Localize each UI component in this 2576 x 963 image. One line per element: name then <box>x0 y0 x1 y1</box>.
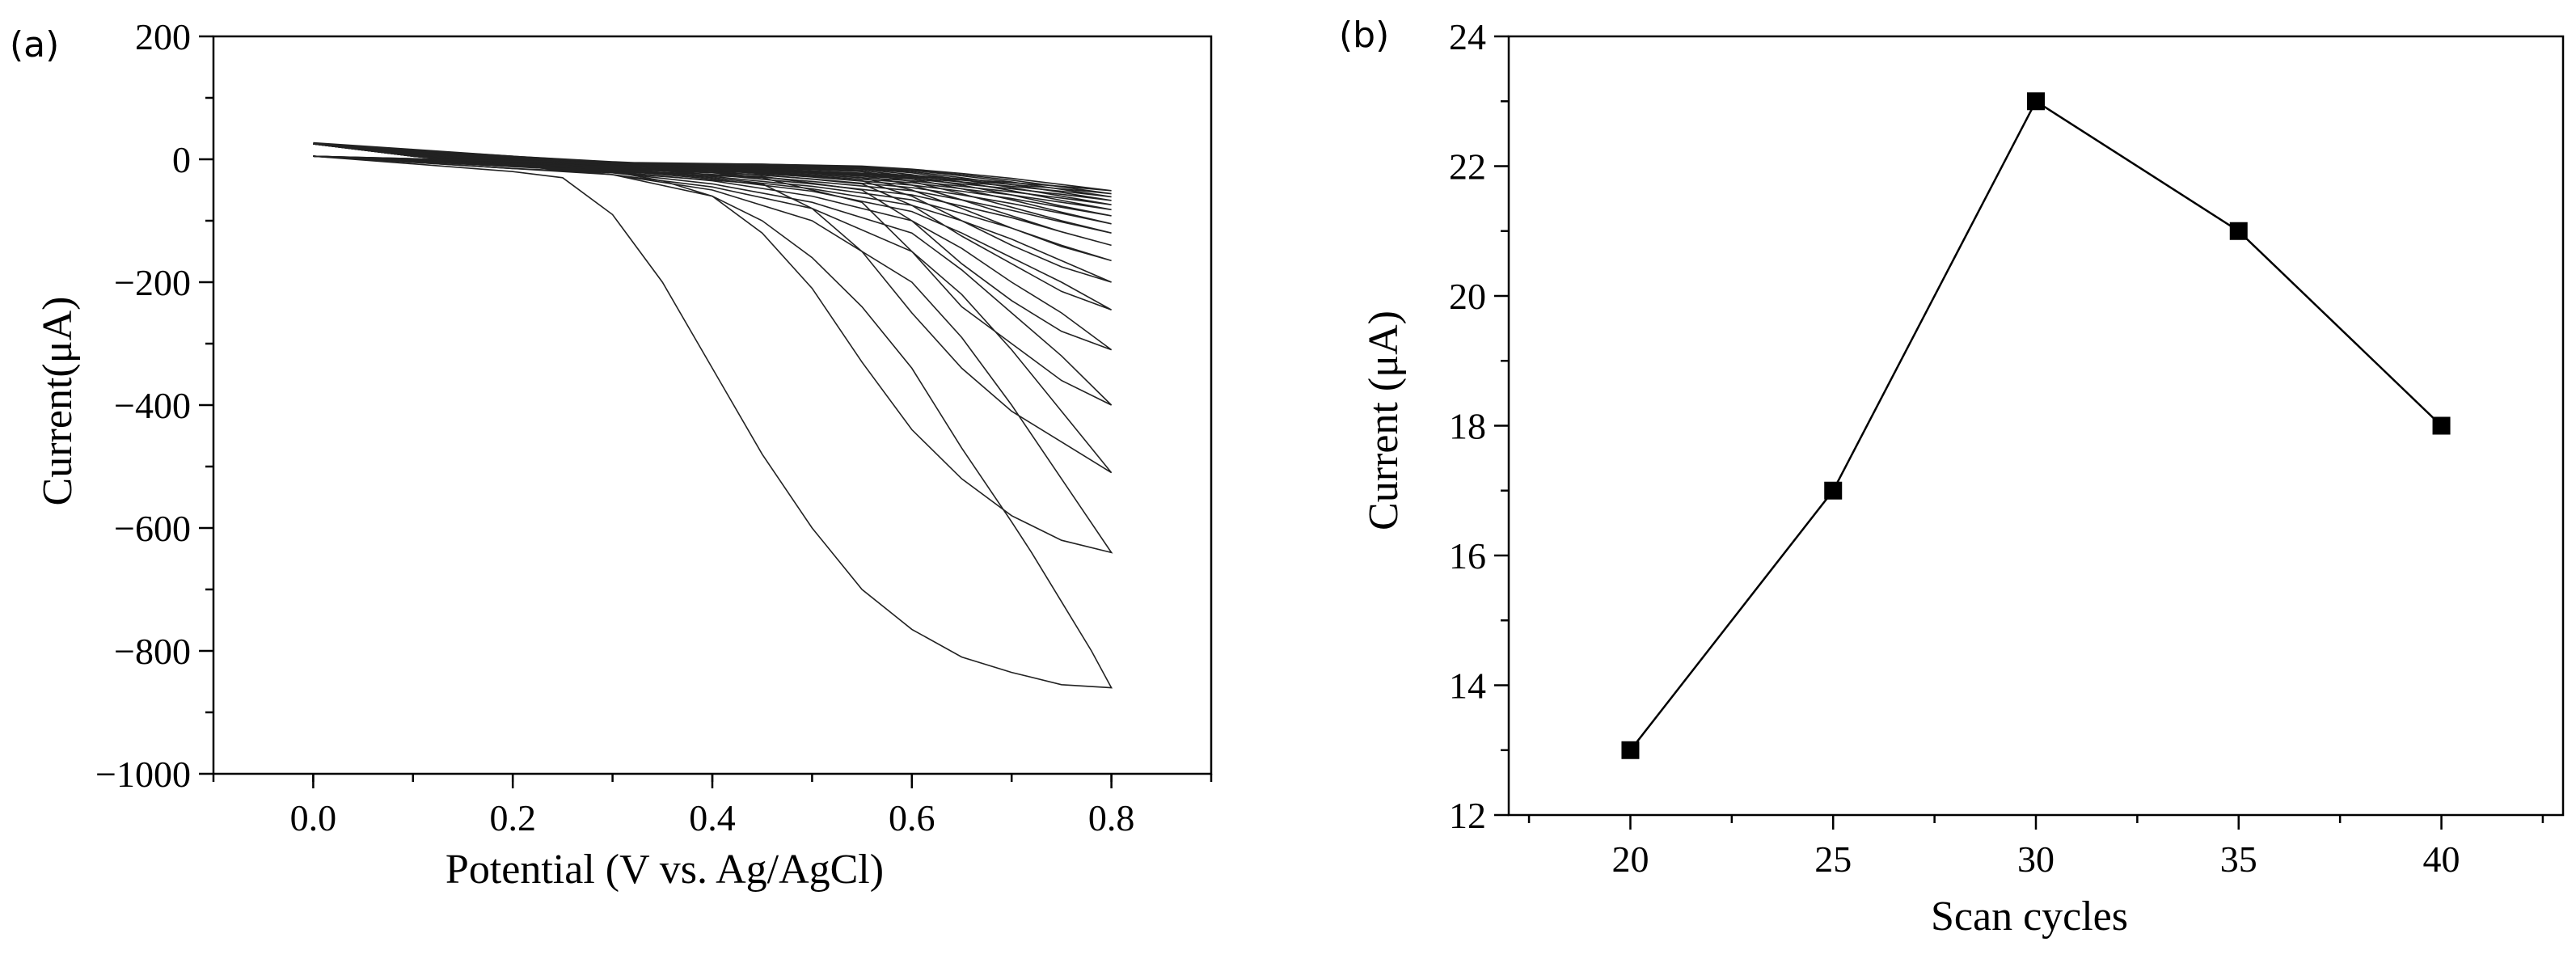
y-tick-label-a: 0 <box>172 139 191 180</box>
data-point <box>2027 92 2045 111</box>
y-axis-a-title: Current(μA) <box>35 297 81 506</box>
cv-curve-3 <box>313 143 1113 474</box>
x-tick-label-a: 0.0 <box>290 797 337 838</box>
x-axis-b-ticks: 20 25 30 35 40 <box>1527 815 2544 880</box>
cv-curves <box>313 141 1113 689</box>
x-tick-label-a: 0.8 <box>1088 797 1135 838</box>
x-tick-label-b: 35 <box>2220 838 2257 880</box>
data-point <box>2432 416 2451 435</box>
x-axis-a-ticks: 0.0 0.2 0.4 0.6 0.8 <box>212 774 1213 838</box>
x-tick-label-b: 30 <box>2017 838 2054 880</box>
y-tick-label-a: −600 <box>114 508 191 549</box>
cv-curve-18 <box>313 141 1112 192</box>
y-tick-label-a: 200 <box>135 16 191 57</box>
y-tick-label-b: 12 <box>1449 795 1486 836</box>
data-point <box>1824 481 1843 500</box>
series-line <box>1629 99 2443 751</box>
data-point <box>2229 222 2248 240</box>
cv-curve-2 <box>313 143 1113 554</box>
cv-curve-4 <box>313 143 1113 406</box>
y-tick-label-b: 20 <box>1449 276 1486 317</box>
plot-b-frame <box>1507 35 2565 817</box>
panel-b: (b) 20 25 30 35 40 12 14 16 18 20 22 24 Scan cycle… <box>1339 15 2565 940</box>
scan-cycle-series <box>1621 92 2451 759</box>
data-point <box>1621 741 1640 759</box>
y-tick-label-b: 18 <box>1449 406 1486 447</box>
y-axis-a-ticks: 200 0 −200 −400 −600 −800 −1000 <box>95 16 213 795</box>
y-tick-label-b: 14 <box>1449 665 1486 707</box>
cv-curve-1 <box>313 143 1113 689</box>
cv-curve-12 <box>313 143 1112 217</box>
x-tick-label-b: 20 <box>1611 838 1649 880</box>
y-tick-label-a: −200 <box>114 262 191 303</box>
y-axis-b-title: Current (μA) <box>1361 310 1407 530</box>
panel-a: (a) 0.0 0.2 0.4 0.6 0.8 200 0 −200 −400 −600 −800… <box>10 16 1213 893</box>
y-tick-label-a: −1000 <box>95 754 191 795</box>
cv-curve-11 <box>313 143 1112 225</box>
x-tick-label-a: 0.4 <box>689 797 736 838</box>
y-axis-b-ticks: 12 14 16 18 20 22 24 <box>1449 16 1509 836</box>
y-tick-label-a: −800 <box>114 631 191 672</box>
x-tick-label-b: 40 <box>2423 838 2460 880</box>
x-tick-label-b: 25 <box>1814 838 1852 880</box>
panel-b-label: (b) <box>1339 15 1389 56</box>
x-tick-label-a: 0.2 <box>489 797 536 838</box>
y-tick-label-b: 16 <box>1449 535 1486 577</box>
x-tick-label-a: 0.6 <box>889 797 935 838</box>
y-tick-label-a: −400 <box>114 385 191 426</box>
y-tick-label-b: 22 <box>1449 146 1486 188</box>
y-tick-label-b: 24 <box>1449 16 1486 57</box>
panel-a-label: (a) <box>10 24 59 65</box>
x-axis-b-title: Scan cycles <box>1931 893 2128 940</box>
x-axis-a-title: Potential (V vs. Ag/AgCl) <box>446 847 884 893</box>
